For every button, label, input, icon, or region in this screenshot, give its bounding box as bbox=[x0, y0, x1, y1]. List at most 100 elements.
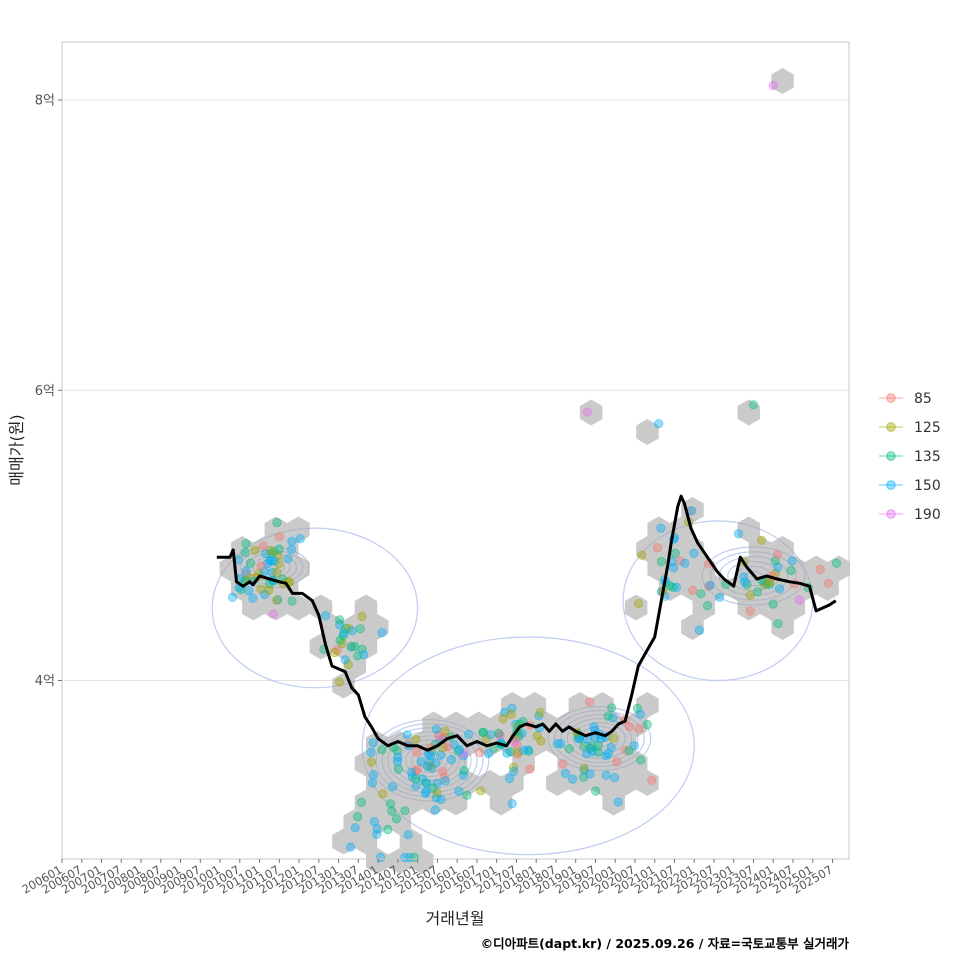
legend-item-190: 190 bbox=[879, 507, 941, 523]
hexbin-120 bbox=[399, 789, 423, 816]
scatter-point-127 bbox=[439, 772, 449, 782]
hexbin-68 bbox=[568, 692, 592, 718]
scatter-point-331 bbox=[400, 806, 410, 816]
hexbin-40 bbox=[444, 711, 468, 738]
scatter-point-326 bbox=[403, 830, 413, 840]
scatter-point-64 bbox=[343, 659, 353, 670]
scatter-point-125 bbox=[412, 765, 422, 775]
scatter-point-201 bbox=[590, 786, 601, 796]
scatter-point-134 bbox=[366, 747, 376, 758]
scatter-point-297 bbox=[823, 578, 834, 588]
scatter-point-327 bbox=[345, 842, 356, 852]
hexbin-51 bbox=[523, 731, 547, 757]
scatter-point-217 bbox=[564, 744, 574, 754]
scatter-point-322 bbox=[367, 778, 378, 788]
scatter-point-80 bbox=[411, 747, 422, 757]
scatter-point-311 bbox=[786, 565, 796, 576]
scatter-point-119 bbox=[391, 814, 402, 824]
scatter-point-294 bbox=[768, 599, 778, 609]
legend: 85 125 135 150 190 bbox=[879, 391, 941, 523]
legend-marker-135 bbox=[886, 451, 896, 461]
scatter-point-76 bbox=[340, 655, 350, 665]
scatter-point-223 bbox=[552, 739, 563, 749]
scatter-point-278 bbox=[688, 585, 698, 596]
scatter-point-232 bbox=[635, 709, 645, 719]
scatter-point-130 bbox=[387, 781, 398, 792]
scatter-point-176 bbox=[486, 730, 496, 740]
scatter-point-168 bbox=[513, 747, 524, 757]
scatter-point-332 bbox=[356, 797, 366, 808]
hexbin-55 bbox=[467, 711, 490, 738]
scatter-point-104 bbox=[463, 729, 474, 740]
scatter-point-31 bbox=[241, 566, 251, 576]
hexbin-12 bbox=[287, 516, 310, 543]
scatter-point-202 bbox=[613, 797, 623, 807]
hexbin-110 bbox=[827, 555, 851, 582]
scatter-point-26 bbox=[240, 547, 250, 558]
scatter-point-72 bbox=[338, 630, 348, 641]
scatter-point-236 bbox=[585, 769, 595, 779]
scatter-point-77 bbox=[335, 635, 345, 645]
hexbin-21 bbox=[366, 614, 389, 640]
hexbin-109 bbox=[748, 536, 772, 562]
hexbin-30 bbox=[433, 770, 456, 796]
scatter-point-275 bbox=[656, 523, 666, 533]
hexbin-44 bbox=[354, 750, 378, 777]
scatter-point-183 bbox=[493, 728, 504, 738]
scatter-point-128 bbox=[407, 767, 417, 777]
scatter-point-194 bbox=[536, 736, 546, 746]
hexbin-9 bbox=[287, 594, 310, 621]
scatter-point-188 bbox=[504, 773, 515, 784]
scatter-point-305 bbox=[756, 535, 767, 545]
hexbin-59 bbox=[602, 711, 625, 738]
scatter-point-95 bbox=[430, 805, 440, 815]
hexbin-106 bbox=[771, 536, 794, 562]
scatter-point-131 bbox=[446, 754, 457, 765]
scatter-point-121 bbox=[393, 752, 403, 762]
hexbin-54 bbox=[489, 711, 513, 738]
scatter-point-253 bbox=[689, 548, 699, 559]
hexbin-119 bbox=[354, 828, 378, 855]
scatter-point-147 bbox=[385, 799, 396, 809]
hexbin-57 bbox=[523, 692, 547, 718]
y-tick-label-2: 8억 bbox=[35, 94, 55, 109]
scatter-point-51 bbox=[272, 595, 282, 605]
scatter-point-186 bbox=[483, 748, 493, 759]
scatter-point-210 bbox=[582, 749, 592, 759]
scatter-point-206 bbox=[608, 733, 618, 743]
scatter-point-36 bbox=[241, 538, 251, 549]
x-axis-title: 거래년월 bbox=[426, 909, 485, 928]
scatter-point-169 bbox=[475, 747, 485, 758]
scatter-point-260 bbox=[656, 556, 667, 567]
hexbin-49 bbox=[534, 711, 558, 738]
scatter-point-120 bbox=[434, 730, 444, 740]
scatter-point-317 bbox=[369, 816, 379, 827]
scatter-point-268 bbox=[680, 558, 690, 568]
scatter-point-283 bbox=[815, 564, 825, 575]
scatter-point-49 bbox=[283, 554, 293, 564]
scatter-point-264 bbox=[694, 625, 704, 635]
legend-label-150: 150 bbox=[914, 478, 941, 494]
hexbin-41 bbox=[478, 770, 502, 796]
scatter-point-75 bbox=[339, 628, 349, 638]
scatter-point-237 bbox=[556, 738, 566, 749]
scatter-point-302 bbox=[696, 589, 706, 599]
scatter-point-289 bbox=[794, 595, 805, 605]
scatter-point-52 bbox=[256, 561, 266, 571]
hexbin-20 bbox=[309, 594, 333, 621]
scatter-point-333 bbox=[768, 80, 778, 91]
legend-label-125: 125 bbox=[914, 420, 941, 436]
scatter-point-204 bbox=[584, 697, 595, 707]
hexbin-79 bbox=[546, 770, 569, 796]
scatter-point-61 bbox=[321, 610, 331, 621]
scatter-point-89 bbox=[392, 746, 402, 756]
scatter-point-195 bbox=[608, 713, 618, 723]
scatter-point-116 bbox=[459, 765, 469, 776]
scatter-point-149 bbox=[422, 761, 433, 772]
scatter-point-106 bbox=[458, 770, 468, 781]
scatter-point-321 bbox=[383, 824, 393, 835]
scatter-point-190 bbox=[478, 727, 488, 737]
scatter-point-42 bbox=[274, 532, 284, 542]
hexbin-3 bbox=[242, 594, 265, 621]
